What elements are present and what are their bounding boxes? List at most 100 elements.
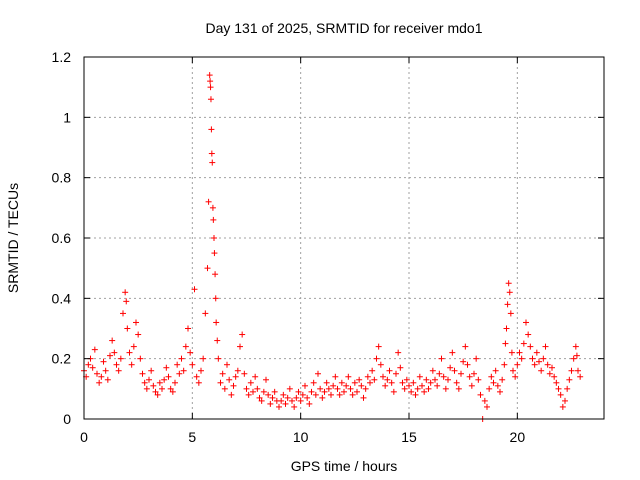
data-point: [94, 370, 100, 377]
data-point: [124, 325, 131, 332]
data-point: [377, 361, 384, 368]
data-point: [252, 373, 259, 380]
data-point: [334, 385, 341, 392]
data-point: [401, 385, 408, 392]
data-point: [332, 373, 339, 380]
data-point: [115, 367, 122, 374]
data-point: [289, 397, 295, 404]
data-point: [505, 280, 512, 287]
data-point: [217, 379, 224, 386]
data-point: [533, 349, 540, 356]
data-point: [117, 355, 124, 362]
data-point: [163, 364, 170, 371]
data-point: [278, 397, 285, 404]
data-point: [146, 376, 152, 383]
data-point: [178, 355, 185, 362]
data-point: [442, 385, 449, 392]
data-point: [315, 370, 321, 377]
data-point: [185, 325, 191, 332]
data-point: [520, 340, 527, 347]
data-point: [211, 250, 218, 257]
y-tick-label: 0: [63, 411, 71, 427]
data-point: [137, 355, 144, 362]
data-point: [397, 364, 404, 371]
data-point: [488, 373, 495, 380]
data-point: [555, 385, 562, 392]
data-point: [130, 343, 137, 350]
data-point: [421, 388, 428, 395]
data-point: [256, 394, 263, 401]
x-tick-label: 20: [510, 429, 526, 445]
data-point: [546, 370, 553, 377]
data-point: [161, 376, 168, 383]
data-point: [393, 370, 399, 377]
data-point: [429, 367, 436, 374]
data-point: [502, 340, 509, 347]
data-point: [207, 96, 214, 103]
data-point: [247, 379, 254, 386]
data-point: [432, 376, 438, 383]
data-point: [501, 361, 508, 368]
data-point: [139, 370, 146, 377]
data-point: [111, 349, 118, 356]
data-point: [228, 391, 235, 398]
data-point: [542, 343, 549, 350]
data-point: [150, 382, 157, 389]
data-point: [380, 373, 386, 380]
data-point: [338, 379, 345, 386]
data-point: [527, 343, 534, 350]
data-point: [91, 346, 98, 353]
data-point: [510, 367, 516, 374]
data-point: [362, 385, 369, 392]
data-point: [154, 391, 161, 398]
data-point: [531, 361, 538, 368]
data-point: [195, 379, 202, 386]
data-point: [529, 355, 536, 362]
data-point: [302, 382, 308, 389]
data-point: [254, 385, 261, 392]
data-point: [271, 388, 278, 395]
data-point: [492, 367, 499, 374]
data-point: [286, 385, 293, 392]
data-point: [481, 397, 488, 404]
data-point: [557, 391, 564, 398]
data-point: [438, 355, 445, 362]
data-point: [336, 391, 343, 398]
data-point: [213, 319, 220, 326]
data-point: [308, 388, 315, 395]
data-point: [187, 349, 194, 356]
data-point: [512, 373, 519, 380]
data-point: [570, 355, 577, 362]
data-point: [234, 367, 241, 374]
data-point: [390, 388, 397, 395]
data-point: [464, 361, 471, 368]
y-tick-label: 0.8: [52, 170, 72, 186]
data-point: [425, 385, 432, 392]
data-point: [207, 84, 214, 91]
data-point: [232, 373, 239, 380]
data-point: [566, 376, 573, 383]
data-point: [538, 367, 545, 374]
data-point: [484, 403, 490, 410]
data-point: [447, 364, 454, 371]
data-point: [208, 150, 215, 157]
y-tick-label: 0.4: [52, 290, 72, 306]
chart-title: Day 131 of 2025, SRMTID for receiver mdo…: [205, 20, 482, 36]
data-point: [360, 394, 367, 401]
data-point: [148, 367, 155, 374]
data-point: [96, 379, 103, 386]
grid: [84, 57, 604, 419]
data-point: [525, 331, 532, 338]
data-point: [210, 216, 217, 223]
data-point: [299, 391, 306, 398]
data-point: [174, 361, 181, 368]
data-point: [237, 343, 243, 350]
data-point: [354, 388, 360, 395]
data-point: [343, 382, 350, 389]
data-point: [490, 379, 497, 386]
data-point: [226, 376, 233, 383]
data-point: [104, 376, 111, 383]
data-point: [191, 286, 198, 293]
data-point: [468, 382, 475, 389]
data-point: [504, 301, 511, 308]
